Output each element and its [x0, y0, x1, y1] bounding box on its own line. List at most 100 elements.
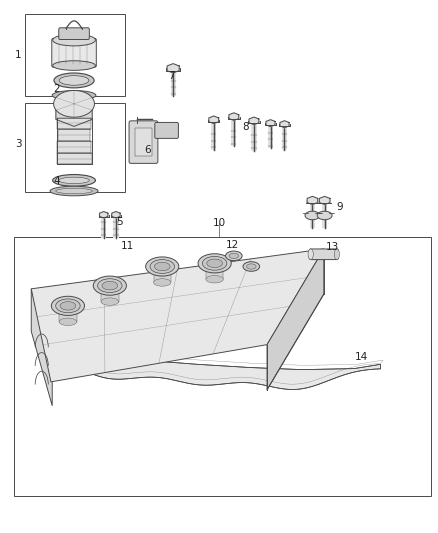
- Polygon shape: [209, 116, 219, 124]
- Bar: [306, 200, 318, 203]
- Ellipse shape: [317, 211, 332, 220]
- Text: 5: 5: [116, 217, 123, 227]
- Ellipse shape: [60, 302, 76, 310]
- Bar: [282, 126, 287, 150]
- Bar: [228, 117, 240, 119]
- Text: 2: 2: [53, 84, 60, 94]
- Ellipse shape: [59, 177, 89, 183]
- Bar: [279, 124, 290, 126]
- Ellipse shape: [59, 318, 77, 326]
- Polygon shape: [249, 117, 259, 125]
- Text: 14: 14: [355, 352, 368, 362]
- FancyBboxPatch shape: [57, 153, 92, 165]
- Bar: [206, 263, 223, 279]
- Ellipse shape: [146, 257, 179, 276]
- Ellipse shape: [53, 34, 95, 46]
- Bar: [111, 215, 121, 216]
- Polygon shape: [307, 196, 318, 205]
- Bar: [101, 216, 106, 238]
- Ellipse shape: [305, 211, 320, 220]
- Polygon shape: [229, 113, 239, 120]
- Ellipse shape: [56, 299, 80, 313]
- FancyBboxPatch shape: [57, 141, 91, 153]
- FancyBboxPatch shape: [129, 121, 158, 164]
- Ellipse shape: [50, 186, 98, 196]
- Ellipse shape: [56, 188, 92, 193]
- Ellipse shape: [198, 254, 231, 273]
- Ellipse shape: [53, 174, 95, 186]
- Text: 7: 7: [168, 71, 174, 81]
- Ellipse shape: [229, 253, 239, 259]
- Polygon shape: [38, 345, 381, 390]
- Text: 3: 3: [15, 139, 21, 149]
- Ellipse shape: [247, 264, 256, 269]
- Polygon shape: [56, 98, 92, 126]
- Ellipse shape: [153, 279, 171, 286]
- Ellipse shape: [59, 76, 89, 85]
- Text: 9: 9: [336, 202, 343, 212]
- Bar: [153, 266, 171, 282]
- Polygon shape: [112, 212, 120, 218]
- Bar: [265, 123, 276, 125]
- Polygon shape: [267, 249, 324, 390]
- Polygon shape: [31, 249, 324, 382]
- Bar: [25, 103, 125, 192]
- Text: 1: 1: [15, 50, 21, 60]
- Bar: [135, 128, 152, 156]
- Ellipse shape: [98, 279, 122, 293]
- FancyBboxPatch shape: [58, 130, 90, 141]
- Ellipse shape: [334, 249, 339, 260]
- Text: 4: 4: [53, 176, 60, 187]
- Ellipse shape: [53, 61, 95, 70]
- Bar: [310, 203, 315, 228]
- Bar: [231, 119, 237, 147]
- Polygon shape: [99, 212, 108, 218]
- Ellipse shape: [150, 260, 174, 273]
- FancyBboxPatch shape: [59, 28, 89, 39]
- Ellipse shape: [202, 256, 227, 270]
- Bar: [99, 215, 109, 216]
- FancyBboxPatch shape: [52, 38, 96, 67]
- Polygon shape: [31, 289, 52, 406]
- Text: 6: 6: [144, 144, 151, 155]
- Text: 10: 10: [212, 218, 226, 228]
- Bar: [25, 14, 125, 96]
- Ellipse shape: [101, 298, 119, 305]
- FancyBboxPatch shape: [309, 249, 338, 260]
- Bar: [268, 125, 273, 149]
- Polygon shape: [266, 120, 275, 127]
- Bar: [113, 216, 119, 238]
- Ellipse shape: [308, 249, 313, 260]
- Ellipse shape: [93, 276, 127, 295]
- Bar: [251, 123, 257, 151]
- Bar: [322, 203, 327, 228]
- Bar: [59, 306, 77, 322]
- Ellipse shape: [53, 91, 95, 117]
- Ellipse shape: [59, 93, 89, 98]
- Ellipse shape: [51, 296, 85, 316]
- Text: 11: 11: [121, 241, 134, 251]
- Bar: [211, 122, 216, 150]
- Ellipse shape: [226, 251, 242, 261]
- Ellipse shape: [102, 281, 118, 290]
- Polygon shape: [167, 63, 179, 73]
- Text: 12: 12: [226, 240, 239, 250]
- Text: 8: 8: [242, 122, 248, 132]
- Text: 13: 13: [326, 243, 339, 252]
- Bar: [318, 200, 331, 203]
- Ellipse shape: [154, 262, 170, 271]
- Ellipse shape: [52, 91, 96, 100]
- Bar: [101, 286, 119, 302]
- Bar: [14, 237, 431, 496]
- Ellipse shape: [243, 262, 260, 271]
- Ellipse shape: [207, 259, 223, 268]
- Polygon shape: [280, 121, 289, 128]
- Bar: [166, 68, 180, 71]
- Bar: [208, 120, 219, 122]
- Ellipse shape: [54, 73, 94, 88]
- FancyBboxPatch shape: [155, 123, 178, 139]
- Ellipse shape: [206, 276, 223, 283]
- FancyBboxPatch shape: [57, 118, 91, 130]
- Bar: [170, 71, 176, 96]
- Bar: [248, 121, 260, 123]
